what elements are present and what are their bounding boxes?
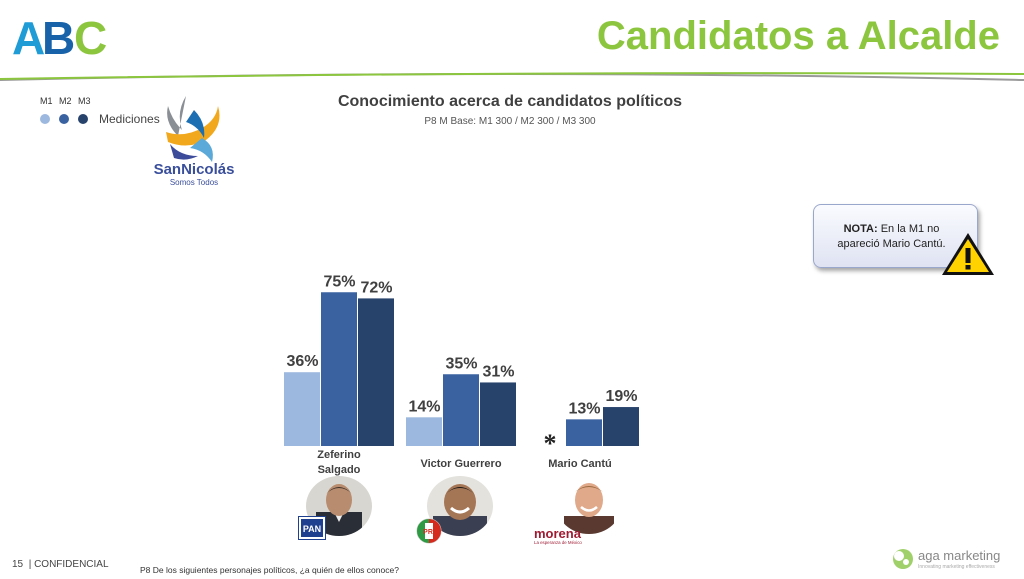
value-label-m1-2: 14% bbox=[408, 398, 440, 415]
pri-logo: PRI bbox=[416, 518, 442, 544]
category-label-1: Zeferino Salgado bbox=[317, 449, 361, 476]
value-label-m1-1: 36% bbox=[286, 353, 318, 370]
chart-subtitle: P8 M Base: M1 300 / M2 300 / M3 300 bbox=[424, 116, 596, 127]
candidate-photo-mario bbox=[556, 474, 622, 534]
morena-logo-text: morena bbox=[534, 526, 582, 541]
bar-m3-1 bbox=[358, 298, 394, 446]
bar-m2-1 bbox=[321, 292, 357, 446]
note-box: NOTA: En la M1 no apareció Mario Cantú. bbox=[813, 204, 978, 268]
note-bold: NOTA: bbox=[843, 223, 878, 235]
legend: M1 M2 M3 Mediciones bbox=[40, 96, 160, 126]
legend-dot-m3 bbox=[78, 114, 88, 124]
note-text: En la M1 no apareció Mario Cantú. bbox=[837, 223, 946, 250]
bar-m1-1 bbox=[284, 372, 320, 446]
value-label-m2-2: 35% bbox=[445, 355, 477, 372]
chart-title: Conocimiento acerca de candidatos políti… bbox=[337, 93, 683, 110]
morena-tagline: La esperanza de México bbox=[534, 540, 582, 545]
legend-label-m2: M2 bbox=[59, 96, 72, 106]
legend-dot-m2 bbox=[59, 114, 69, 124]
brand-footer-tagline: Innovating marketing effectiveness bbox=[918, 564, 995, 570]
pan-logo: PAN bbox=[297, 515, 327, 541]
value-label-m3-2: 31% bbox=[482, 363, 514, 380]
page-title: Candidatos a Alcalde bbox=[596, 14, 1000, 58]
aga-marketing-logo: aga marketing Innovating marketing effec… bbox=[893, 548, 1000, 570]
value-label-m2-3: 13% bbox=[568, 400, 600, 417]
san-nicolas-logo: SanNicolás Somos Todos bbox=[154, 96, 235, 187]
footer-page: 15 | CONFIDENCIAL bbox=[12, 559, 109, 570]
bar-m2-3 bbox=[566, 419, 602, 446]
bar-m3-2 bbox=[480, 382, 516, 446]
legend-dot-m1 bbox=[40, 114, 50, 124]
confidential-label: | CONFIDENCIAL bbox=[28, 559, 109, 570]
morena-logo: morena La esperanza de México bbox=[533, 526, 589, 546]
legend-label-m1: M1 bbox=[40, 96, 53, 106]
brand-footer-name: aga marketing bbox=[918, 548, 1000, 563]
value-label-m2-1: 75% bbox=[323, 273, 355, 290]
page-number: 15 bbox=[12, 559, 24, 570]
svg-text:C: C bbox=[74, 14, 107, 58]
legend-caption: Mediciones bbox=[99, 112, 160, 126]
annotation-asterisk: * bbox=[544, 429, 557, 458]
value-label-m3-1: 72% bbox=[360, 279, 392, 296]
bar-m3-3 bbox=[603, 407, 639, 446]
bar-m1-2 bbox=[406, 417, 442, 446]
bar-m2-2 bbox=[443, 374, 479, 446]
value-label-m3-3: 19% bbox=[605, 388, 637, 405]
pan-logo-text: PAN bbox=[303, 524, 321, 534]
pri-logo-text: PRI bbox=[423, 529, 435, 536]
category-label-2: Victor Guerrero bbox=[420, 458, 501, 470]
category-label-3: Mario Cantú bbox=[548, 458, 612, 470]
legend-label-m3: M3 bbox=[78, 96, 91, 106]
city-logo-tagline: Somos Todos bbox=[170, 178, 218, 187]
footer-question: P8 De los siguientes personajes político… bbox=[140, 565, 399, 575]
warning-icon bbox=[942, 233, 994, 275]
header-divider bbox=[0, 72, 1024, 81]
city-logo-name: SanNicolás bbox=[154, 161, 235, 178]
abc-logo: A B C bbox=[12, 14, 107, 58]
